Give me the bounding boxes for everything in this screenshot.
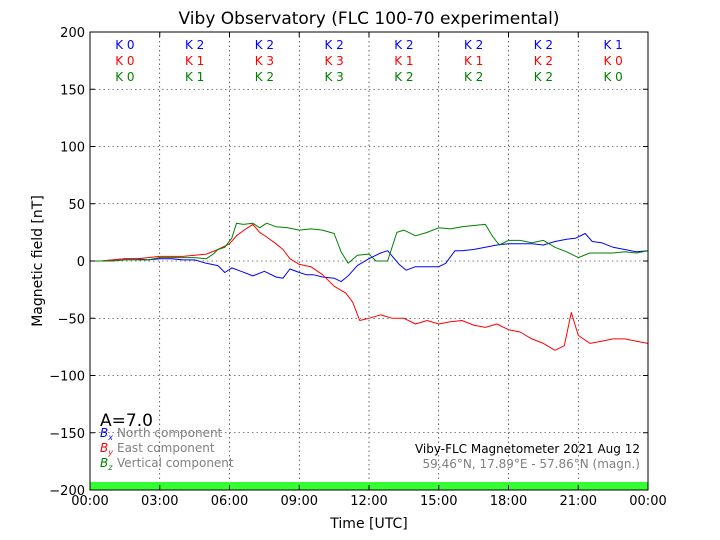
k-index-label: K 0	[115, 38, 134, 52]
k-index-table: K 0 K 0 K 0 K 2 K 1 K 1 K 2 K 3 K 2 K 2 K 3 K 3 K 2 K…	[115, 38, 623, 84]
k-index-label: K 2	[464, 70, 483, 84]
y-tick-label: −50	[58, 312, 85, 327]
k-index-label: K 0	[115, 70, 134, 84]
k-index-label: K 2	[464, 38, 483, 52]
legend-symbol: Bx	[100, 426, 113, 442]
k-index-label: K 0	[603, 54, 622, 68]
legend-label: Vertical component	[117, 456, 234, 470]
y-tick-label: −200	[49, 484, 85, 499]
legend: Bx North component By East component Bz Verti…	[100, 426, 234, 472]
k-index-label: K 2	[534, 54, 553, 68]
station-text: Viby-FLC Magnetometer 2021 Aug 12	[415, 442, 640, 456]
k-index-label: K 3	[324, 54, 343, 68]
k-index-label: K 1	[394, 54, 413, 68]
a-index-label: A=7.0	[100, 411, 153, 431]
x-tick-label: 00:00	[629, 494, 666, 509]
k-index-label: K 2	[394, 38, 413, 52]
coords-text: 59.46°N, 17.89°E - 57.86°N (magn.)	[423, 457, 640, 471]
k-index-label: K 3	[324, 70, 343, 84]
x-tick-label: 00:00	[71, 494, 108, 509]
y-tick-label: 50	[68, 198, 85, 213]
y-tick-label: 150	[60, 83, 85, 98]
k-index-label: K 2	[255, 70, 274, 84]
x-tick-label: 12:00	[350, 494, 387, 509]
y-axis-label: Magnetic field [nT]	[30, 195, 46, 327]
y-tick-label: 200	[60, 26, 85, 41]
x-axis-label: Time [UTC]	[329, 516, 407, 532]
k-index-label: K 2	[534, 70, 553, 84]
k-index-label: K 2	[255, 38, 274, 52]
y-tick-label: 100	[60, 141, 85, 156]
chart-title: Viby Observatory (FLC 100-70 experimenta…	[179, 9, 560, 29]
x-tick-label: 09:00	[281, 494, 318, 509]
k-index-label: K 0	[115, 54, 134, 68]
legend-label: East component	[117, 441, 215, 455]
x-tick-label: 18:00	[490, 494, 527, 509]
x-tick-labels: 00:00 03:00 06:00 09:00 12:00 15:00 18:00 21:00…	[71, 494, 666, 509]
legend-symbol: Bz	[100, 456, 113, 472]
k-index-label: K 1	[603, 38, 622, 52]
series-group	[90, 222, 649, 351]
x-tick-label: 06:00	[211, 494, 248, 509]
legend-label: North component	[117, 426, 223, 440]
k-index-label: K 2	[394, 70, 413, 84]
k-index-label: K 1	[464, 54, 483, 68]
series-line-z	[90, 222, 649, 264]
x-tick-label: 03:00	[141, 494, 178, 509]
k-index-label: K 1	[185, 54, 204, 68]
y-tick-labels: 200 150 100 50 0 −50 −100 −150 −200	[49, 26, 85, 499]
k-index-label: K 2	[185, 38, 204, 52]
k-index-label: K 3	[255, 54, 274, 68]
series-line-y	[90, 223, 649, 351]
k-index-label: K 1	[185, 70, 204, 84]
k-index-label: K 0	[603, 70, 622, 84]
legend-symbol: By	[100, 441, 113, 457]
axis-ticks	[89, 31, 649, 491]
x-tick-label: 15:00	[420, 494, 457, 509]
series-line-x	[90, 233, 649, 283]
k-index-label: K 2	[324, 38, 343, 52]
y-tick-label: −100	[49, 370, 85, 385]
x-tick-label: 21:00	[560, 494, 597, 509]
y-tick-label: −150	[49, 427, 85, 442]
y-tick-label: 0	[77, 255, 85, 270]
k-index-label: K 2	[534, 38, 553, 52]
